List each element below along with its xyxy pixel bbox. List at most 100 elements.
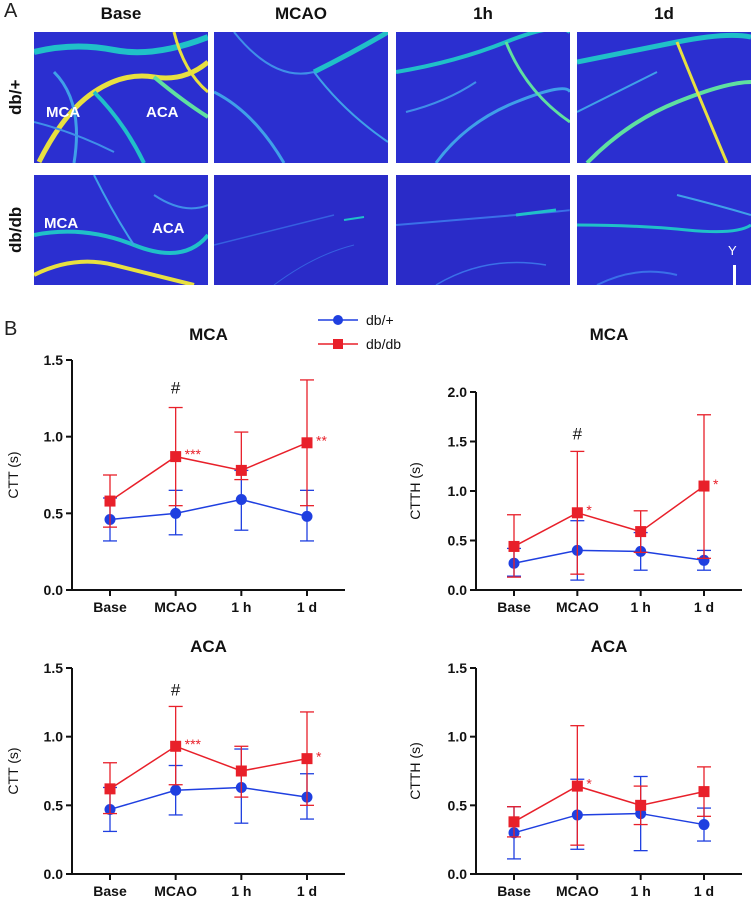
y-tick-label: 1.0 [44, 429, 64, 445]
x-tick-label: MCAO [556, 599, 599, 615]
image-tile-dbplus-1h [396, 32, 570, 163]
data-point [104, 783, 116, 795]
chart-title: ACA [591, 637, 628, 656]
y-tick-label: 1.0 [44, 729, 64, 745]
series-line [109, 442, 308, 502]
image-tile-dbdb-mcao [214, 175, 388, 285]
y-tick-label: 0.5 [44, 797, 64, 813]
y-tick-label: 1.0 [448, 483, 468, 499]
image-tile-dbplus-1d [577, 32, 751, 163]
y-tick-label: 1.0 [448, 729, 468, 745]
data-point [508, 540, 520, 552]
x-tick-label: 1 d [694, 883, 714, 899]
label-mca: MCA [44, 215, 79, 232]
x-tick-label: 1 d [297, 883, 317, 899]
image-tile-dbdb-1h [396, 175, 570, 285]
y-tick-label: 1.5 [44, 352, 64, 368]
image-tile-dbdb-base: MCA ACA [34, 175, 208, 285]
y-tick-label: 0.0 [44, 582, 64, 598]
x-tick-label: MCAO [556, 883, 599, 899]
data-point [235, 494, 247, 506]
x-tick-label: 1 h [631, 599, 651, 615]
column-label-base: Base [100, 4, 142, 23]
series-line [109, 786, 308, 811]
y-tick-label: 1.5 [44, 660, 64, 676]
data-point [235, 765, 247, 777]
tile-vessel-drawing [34, 32, 208, 163]
x-tick-label: MCAO [154, 599, 197, 615]
x-tick-label: MCAO [154, 883, 197, 899]
legend-item-dbdb: db/db [318, 332, 401, 356]
tile-vessel-drawing [577, 175, 751, 285]
data-point [301, 510, 313, 522]
x-tick-label: Base [93, 883, 127, 899]
column-label-1d: 1d [654, 4, 674, 23]
data-point [170, 451, 182, 463]
chart-title: ACA [190, 637, 227, 656]
tile-vessel-drawing [396, 32, 570, 163]
data-point [170, 507, 182, 519]
x-tick-label: Base [93, 599, 127, 615]
y-tick-label: 0.0 [448, 582, 468, 598]
legend-label-dbplus: db/+ [366, 312, 394, 328]
image-tile-dbplus-mcao [214, 32, 388, 163]
significance-annotation: * [316, 748, 322, 764]
scale-label-x: X [691, 283, 700, 285]
y-tick-label: 2.0 [448, 384, 468, 400]
y-axis-label: CTTH (s) [407, 742, 423, 800]
data-point [698, 819, 710, 831]
chart-legend: db/+ db/db [318, 308, 401, 356]
tile-vessel-drawing [214, 175, 388, 285]
x-tick-label: 1 h [631, 883, 651, 899]
y-tick-label: 0.0 [448, 866, 468, 882]
y-axis-label: CTT (s) [5, 747, 21, 794]
series-line [513, 812, 705, 834]
label-aca: ACA [152, 220, 185, 237]
tile-vessel-drawing [577, 32, 751, 163]
tile-vessel-drawing [396, 175, 570, 285]
x-tick-label: 1 h [231, 883, 251, 899]
y-tick-label: 1.5 [448, 434, 468, 450]
panel-a-letter: A [4, 0, 18, 22]
significance-annotation: ** [316, 432, 327, 448]
x-tick-label: 1 h [231, 599, 251, 615]
data-point [301, 437, 313, 449]
data-point [235, 464, 247, 476]
data-point [170, 784, 182, 796]
significance-annotation: * [713, 476, 719, 492]
image-tile-dbplus-base: MCA ACA [34, 32, 208, 163]
series-line [109, 745, 308, 790]
y-axis-label: CTTH (s) [407, 462, 423, 520]
y-axis-label: CTT (s) [5, 451, 21, 498]
scale-label-y: Y [728, 243, 737, 258]
significance-annotation: # [573, 425, 583, 444]
label-aca: ACA [146, 104, 179, 121]
chart-title: MCA [189, 325, 228, 344]
y-tick-label: 0.5 [448, 797, 468, 813]
x-tick-label: 1 d [297, 599, 317, 615]
data-point [508, 816, 520, 828]
label-mca: MCA [46, 104, 81, 121]
data-point [104, 495, 116, 507]
legend-label-dbdb: db/db [366, 336, 402, 352]
series-line [513, 485, 705, 548]
data-point [170, 740, 182, 752]
data-point [635, 799, 647, 811]
x-tick-label: Base [497, 599, 531, 615]
data-point [571, 507, 583, 519]
y-tick-label: 0.5 [448, 533, 468, 549]
y-tick-label: 1.5 [448, 660, 468, 676]
column-label-1h: 1h [473, 4, 493, 23]
significance-annotation: # [171, 680, 181, 699]
series-line [513, 785, 705, 823]
significance-annotation: # [171, 379, 181, 398]
series-line [513, 549, 705, 565]
column-label-mcao: MCAO [275, 4, 327, 23]
legend-marker-circle [318, 315, 358, 325]
data-point [635, 526, 647, 538]
scale-bar-vertical [733, 265, 736, 285]
y-tick-label: 0.5 [44, 505, 64, 521]
significance-annotation: * [586, 776, 592, 792]
significance-annotation: *** [185, 736, 202, 752]
image-tile-dbdb-1d: Y X [577, 175, 751, 285]
